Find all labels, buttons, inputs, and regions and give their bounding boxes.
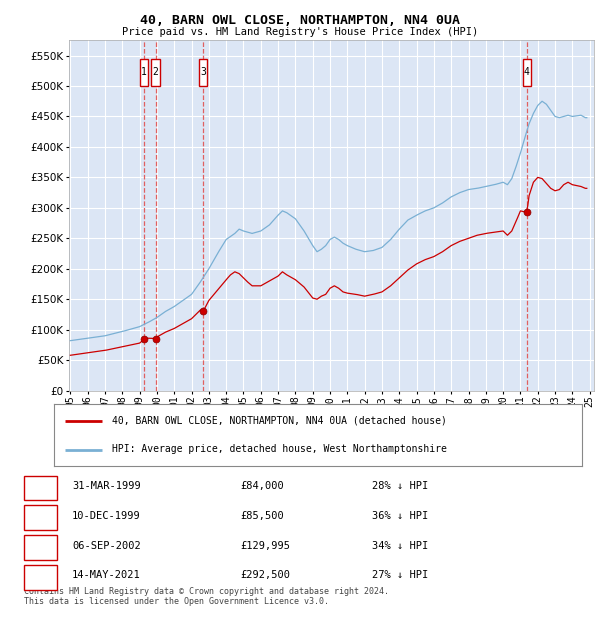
Text: 40, BARN OWL CLOSE, NORTHAMPTON, NN4 0UA: 40, BARN OWL CLOSE, NORTHAMPTON, NN4 0UA xyxy=(140,14,460,27)
Text: 2: 2 xyxy=(152,68,158,78)
Text: 34% ↓ HPI: 34% ↓ HPI xyxy=(372,541,428,551)
Text: 06-SEP-2002: 06-SEP-2002 xyxy=(72,541,141,551)
Text: 4: 4 xyxy=(524,68,530,78)
Text: £84,000: £84,000 xyxy=(240,481,284,491)
Text: Contains HM Land Registry data © Crown copyright and database right 2024.
This d: Contains HM Land Registry data © Crown c… xyxy=(24,587,389,606)
Text: £292,500: £292,500 xyxy=(240,570,290,580)
FancyBboxPatch shape xyxy=(140,58,148,86)
Text: 28% ↓ HPI: 28% ↓ HPI xyxy=(372,481,428,491)
Text: 3: 3 xyxy=(37,541,44,551)
Text: 2: 2 xyxy=(37,511,44,521)
Text: £129,995: £129,995 xyxy=(240,541,290,551)
Text: 40, BARN OWL CLOSE, NORTHAMPTON, NN4 0UA (detached house): 40, BARN OWL CLOSE, NORTHAMPTON, NN4 0UA… xyxy=(112,416,447,426)
FancyBboxPatch shape xyxy=(199,58,208,86)
Text: £85,500: £85,500 xyxy=(240,511,284,521)
Text: 27% ↓ HPI: 27% ↓ HPI xyxy=(372,570,428,580)
FancyBboxPatch shape xyxy=(151,58,160,86)
Text: 36% ↓ HPI: 36% ↓ HPI xyxy=(372,511,428,521)
Text: 10-DEC-1999: 10-DEC-1999 xyxy=(72,511,141,521)
Text: 4: 4 xyxy=(37,570,44,580)
Text: HPI: Average price, detached house, West Northamptonshire: HPI: Average price, detached house, West… xyxy=(112,445,447,454)
Text: 31-MAR-1999: 31-MAR-1999 xyxy=(72,481,141,491)
Text: 1: 1 xyxy=(141,68,147,78)
Text: 3: 3 xyxy=(200,68,206,78)
Text: 1: 1 xyxy=(37,481,44,491)
Text: Price paid vs. HM Land Registry's House Price Index (HPI): Price paid vs. HM Land Registry's House … xyxy=(122,27,478,37)
Text: 14-MAY-2021: 14-MAY-2021 xyxy=(72,570,141,580)
FancyBboxPatch shape xyxy=(523,58,531,86)
